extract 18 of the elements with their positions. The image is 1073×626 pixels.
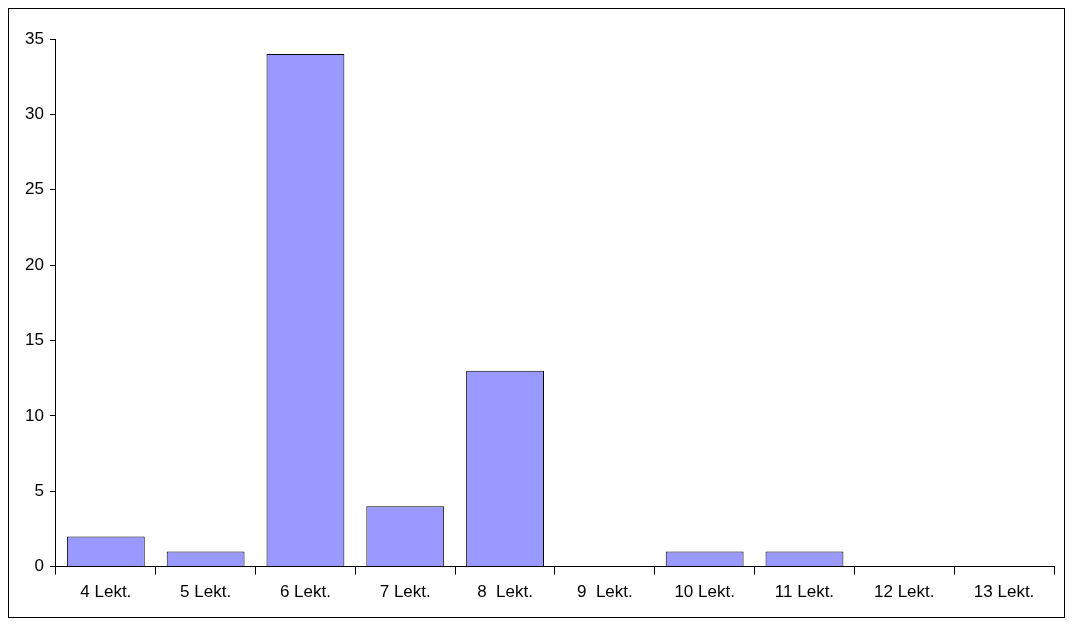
x-tick-label: 8 Lekt. xyxy=(477,582,533,602)
y-tick-label: 35 xyxy=(24,28,44,48)
x-tick-label: 10 Lekt. xyxy=(674,582,735,602)
y-tick-label: 5 xyxy=(34,480,44,500)
x-tick-label: 11 Lekt. xyxy=(774,582,835,602)
x-tick-label: 7 Lekt. xyxy=(379,582,431,602)
y-tick-label: 20 xyxy=(24,254,44,274)
x-tick-label: 12 Lekt. xyxy=(874,582,935,602)
y-tick-label: 30 xyxy=(24,104,44,124)
y-tick-label: 25 xyxy=(24,179,44,199)
y-tick-label: 0 xyxy=(34,556,44,576)
x-tick-label: 13 Lekt. xyxy=(973,582,1035,602)
x-tick-label: 4 Lekt. xyxy=(80,582,132,602)
x-tick-label: 5 Lekt. xyxy=(180,582,232,602)
y-tick-label: 15 xyxy=(24,330,44,350)
x-tick-label: 9 Lekt. xyxy=(576,582,633,602)
x-tick-label: 6 Lekt. xyxy=(279,582,331,602)
y-tick-label: 10 xyxy=(24,405,44,425)
